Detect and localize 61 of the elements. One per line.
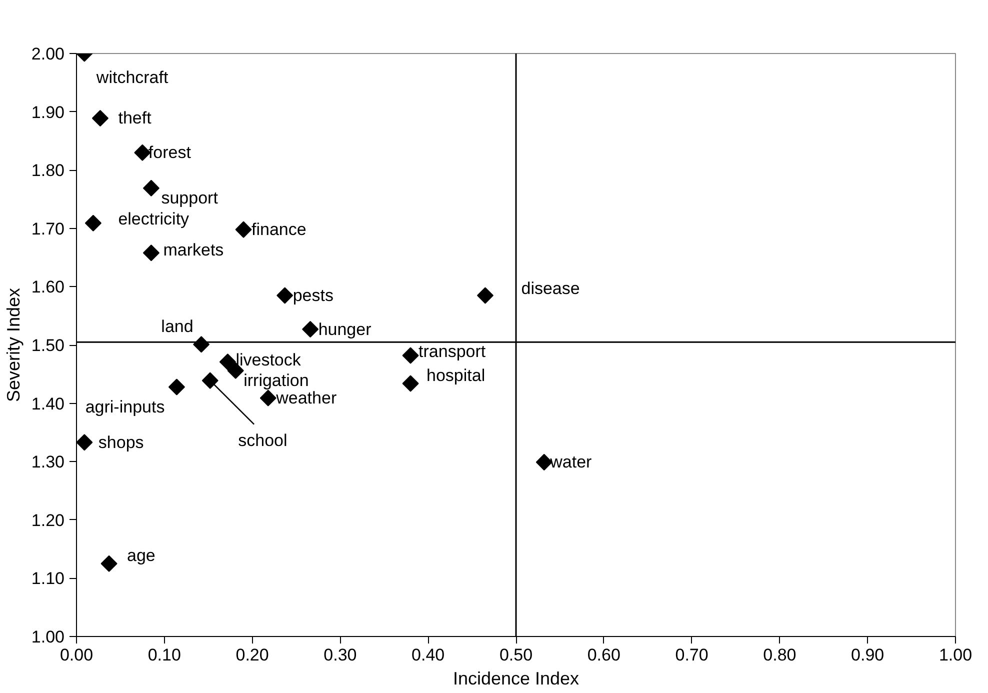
annotation: hospital	[426, 366, 486, 385]
y-tick-label: 1.70	[31, 219, 65, 238]
annotation: transport	[418, 342, 486, 361]
x-axis-title: Incidence Index	[452, 668, 580, 688]
annotation: irrigation	[244, 371, 309, 390]
point	[92, 110, 109, 126]
point	[219, 354, 236, 370]
point	[168, 378, 185, 396]
annotation: livestock	[236, 350, 302, 370]
x-tick-label: 0.70	[675, 646, 708, 664]
annotation: hunger	[318, 320, 372, 339]
x-tick-label: 0.30	[324, 646, 357, 664]
y-tick-label: 1.50	[31, 336, 65, 355]
point	[276, 287, 294, 304]
point	[402, 375, 419, 392]
y-tick-label: 1.40	[31, 394, 65, 414]
x-tick-label: 0.40	[412, 646, 445, 664]
point	[84, 214, 102, 232]
annotation: water	[549, 452, 592, 472]
annotation: witchcraft	[95, 68, 168, 87]
annotation: finance	[252, 220, 306, 240]
annotation: agri-inputs	[85, 397, 165, 416]
x-tick-label: 1.00	[938, 646, 972, 664]
x-tick-label: 0.90	[851, 646, 884, 664]
annotation: support	[161, 188, 218, 208]
y-tick-label: 1.60	[31, 278, 65, 297]
x-tick-label: 0.80	[763, 646, 796, 664]
x-tick-label: 0.10	[148, 646, 181, 664]
x-tick-label: 0.20	[236, 646, 269, 664]
y-tick-label: 1.20	[31, 510, 65, 530]
annotation: shops	[98, 432, 144, 452]
y-tick-label: 2.00	[31, 44, 65, 64]
annotation: weather	[275, 388, 337, 408]
y-tick-label: 1.80	[31, 161, 65, 180]
point	[202, 372, 218, 389]
point	[476, 287, 494, 304]
x-tick-label: 0.60	[587, 646, 620, 664]
annotation: disease	[521, 278, 580, 298]
y-tick-label: 1.90	[31, 102, 65, 122]
y-axis-title: Severity Index	[3, 288, 24, 402]
point	[100, 555, 118, 572]
point	[260, 390, 276, 406]
y-tick-label: 1.30	[31, 452, 65, 472]
point	[235, 221, 252, 238]
annotation: pests	[292, 286, 334, 305]
y-tick-label: 1.10	[31, 569, 65, 588]
annotation: theft	[118, 108, 152, 128]
annotation: forest	[148, 143, 192, 162]
annotation: land	[161, 316, 194, 336]
x-tick-label: 0.50	[499, 646, 533, 664]
point	[76, 434, 93, 451]
point	[402, 347, 419, 364]
x-tick-label: 0.00	[60, 646, 94, 664]
annotation: electricity	[118, 210, 190, 229]
point	[302, 320, 319, 338]
point	[142, 244, 160, 262]
annotation: markets	[163, 240, 224, 260]
annotation: school	[238, 431, 288, 450]
annotation: age	[127, 546, 156, 566]
y-tick-label: 1.00	[31, 628, 65, 646]
point	[142, 180, 160, 196]
